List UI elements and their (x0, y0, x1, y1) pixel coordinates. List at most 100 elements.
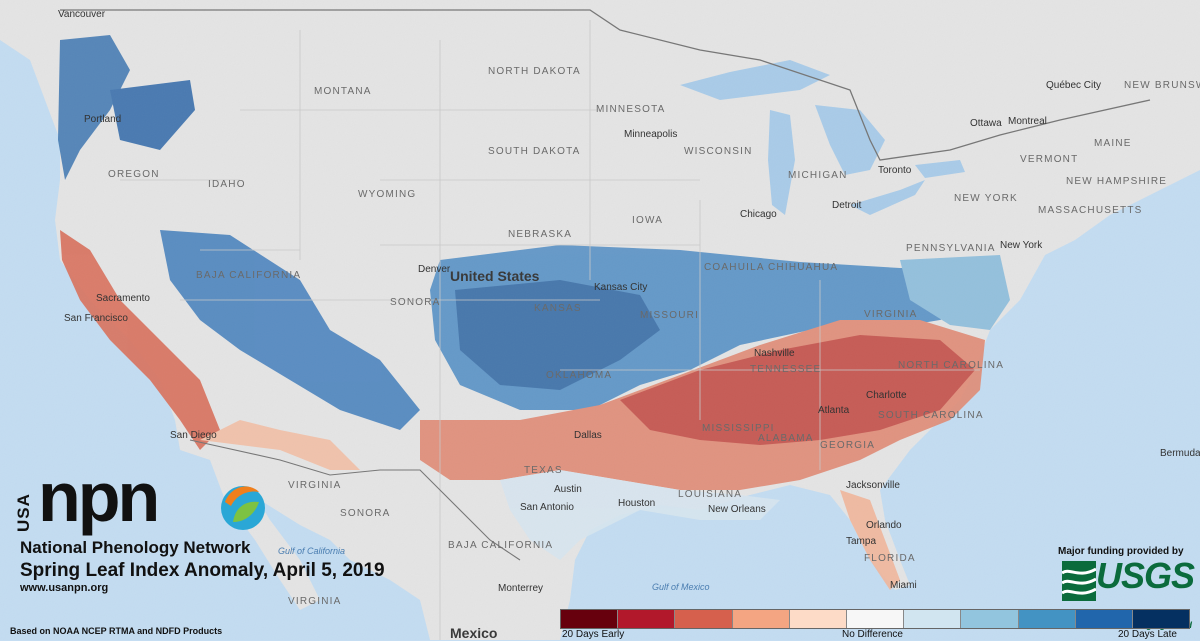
city-atlanta: Atlanta (818, 405, 850, 416)
city-houston: Houston (618, 498, 656, 509)
city-monterrey: Monterrey (498, 583, 544, 594)
legend-swatch-3 (732, 610, 790, 628)
organization-name: National Phenology Network (20, 538, 251, 557)
city-montreal: Montreal (1008, 116, 1047, 127)
city-ottawa: Ottawa (970, 118, 1002, 129)
state-indiana: CHIHUAHUA (768, 262, 839, 273)
city-bermuda: Bermuda (1160, 448, 1200, 459)
state-new-hampshire: NEW HAMPSHIRE (1066, 176, 1168, 187)
state-colorado: SONORA (390, 297, 441, 308)
city-vancouver: Vancouver (58, 9, 106, 20)
city-orlando: Orlando (866, 520, 902, 531)
city-dallas: Dallas (574, 430, 602, 441)
logo-usa-text: USA (14, 493, 33, 532)
state-sonora: VIRGINIA (288, 480, 342, 491)
state-florida: FLORIDA (864, 553, 916, 564)
legend-swatch-8 (1018, 610, 1076, 628)
city-chicago: Chicago (740, 209, 777, 220)
legend-swatch-7 (961, 610, 1019, 628)
city-denver: Denver (418, 264, 451, 275)
city-toronto: Toronto (878, 165, 912, 176)
city-quebec: Québec City (1046, 80, 1102, 91)
legend-label-late: 20 Days Late (1118, 629, 1177, 640)
state-baja-california: VIRGINIA (288, 596, 342, 607)
state-oregon: OREGON (108, 169, 160, 180)
city-new-orleans: New Orleans (708, 504, 766, 515)
usgs-wave-icon (1062, 561, 1096, 601)
state-georgia: GEORGIA (820, 440, 876, 451)
city-san-francisco: San Francisco (64, 313, 128, 324)
state-pennsylvania: PENNSYLVANIA (906, 243, 996, 254)
state-chihuahua: SONORA (340, 508, 391, 519)
city-minneapolis: Minneapolis (624, 129, 678, 140)
data-credit: Based on NOAA NCEP RTMA and NDFD Product… (10, 626, 223, 636)
state-virginia: VIRGINIA (864, 309, 918, 320)
city-detroit: Detroit (832, 200, 862, 211)
country-mexico: Mexico (450, 625, 498, 641)
state-texas: TEXAS (524, 465, 563, 476)
us-mexico-border (189, 439, 521, 561)
city-san-antonio: San Antonio (520, 502, 574, 513)
city-sacramento: Sacramento (96, 293, 150, 304)
legend-swatch-4 (789, 610, 847, 628)
state-coahuila: BAJA CALIFORNIA (448, 540, 554, 551)
state-wyoming: WYOMING (358, 189, 417, 200)
state-south-dakota: SOUTH DAKOTA (488, 146, 581, 157)
city-austin: Austin (554, 484, 582, 495)
state-alabama: ALABAMA (758, 433, 814, 444)
website-link[interactable]: www.usanpn.org (20, 582, 109, 594)
legend-swatch-0 (561, 610, 619, 628)
state-montana: MONTANA (314, 86, 372, 97)
legend-swatch-5 (846, 610, 905, 628)
state-north-dakota: NORTH DAKOTA (488, 66, 581, 77)
legend-swatch-2 (675, 610, 733, 628)
country-united-states: United States (450, 268, 540, 284)
legend-swatch-9 (1075, 610, 1133, 628)
usgs-logo: USGS (1062, 555, 1195, 607)
water-gulf-of-california: Gulf of California (278, 546, 346, 556)
us-canada-border (60, 9, 1151, 161)
state-nebraska: NEBRASKA (508, 229, 573, 240)
state-illinois: COAHUILA (704, 262, 765, 273)
legend-label-early: 20 Days Early (562, 629, 625, 640)
state-minnesota: MINNESOTA (596, 104, 666, 115)
state-wisconsin: WISCONSIN (684, 146, 753, 157)
leaf-globe-icon (221, 486, 265, 530)
state-maine: MAINE (1094, 138, 1132, 149)
map-title: Spring Leaf Index Anomaly, April 5, 2019 (20, 560, 385, 581)
state-north-carolina: NORTH CAROLINA (898, 360, 1005, 371)
state-massachusetts: MASSACHUSETTS (1038, 205, 1143, 216)
state-idaho: IDAHO (208, 179, 246, 190)
color-legend (560, 609, 1190, 629)
state-borders (120, 20, 980, 640)
legend-swatch-10 (1132, 610, 1190, 628)
city-charlotte: Charlotte (866, 390, 907, 401)
city-jacksonville: Jacksonville (846, 480, 900, 491)
city-kansas-city: Kansas City (594, 282, 648, 293)
state-iowa: IOWA (632, 215, 664, 226)
city-miami: Miami (890, 580, 917, 591)
state-nevada: BAJA CALIFORNIA (196, 270, 302, 281)
usgs-wordmark: USGS (1096, 555, 1195, 596)
state-new-york: NEW YORK (954, 193, 1018, 204)
funding-text: Major funding provided by (1058, 546, 1184, 557)
city-nashville: Nashville (754, 348, 795, 359)
state-south-carolina: SOUTH CAROLINA (878, 410, 984, 421)
legend-swatch-1 (618, 610, 676, 628)
state-vermont: VERMONT (1020, 154, 1079, 165)
legend-label-neutral: No Difference (842, 629, 903, 640)
state-michigan: MICHIGAN (788, 170, 848, 181)
state-new-brunswick: NEW BRUNSWICK (1124, 80, 1200, 91)
state-kansas: KANSAS (534, 303, 582, 314)
npn-logo: USA npn (14, 462, 294, 540)
state-tennessee: TENNESSEE (750, 364, 822, 375)
city-new-york: New York (1000, 240, 1043, 251)
logo-npn-wordmark: npn (38, 458, 160, 536)
state-missouri: MISSOURI (640, 310, 700, 321)
legend-swatch-6 (904, 610, 962, 628)
city-tampa: Tampa (846, 536, 877, 547)
water-gulf-of-mexico: Gulf of Mexico (652, 582, 710, 592)
state-oklahoma: OKLAHOMA (546, 370, 613, 381)
state-louisiana: LOUISIANA (678, 489, 743, 500)
